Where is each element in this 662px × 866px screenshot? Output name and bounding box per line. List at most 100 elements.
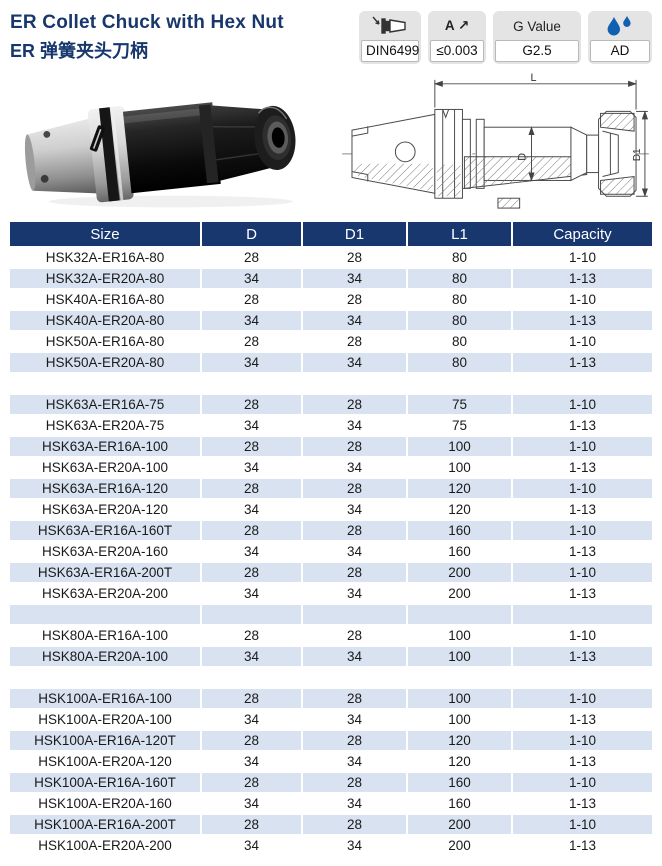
cell-d1: 34 [303,752,408,773]
cell-d1: 34 [303,836,408,857]
cell-size: HSK63A-ER16A-100 [10,437,202,458]
cell-size: HSK63A-ER16A-75 [10,395,202,416]
cell-d: 34 [202,836,303,857]
cell-l1: 100 [408,689,513,710]
cell-size: HSK63A-ER20A-120 [10,500,202,521]
cell-l1: 80 [408,248,513,269]
cell-capacity: 1-13 [513,269,652,290]
table-row: HSK100A-ER16A-200T 28 28 200 1-10 [10,815,652,836]
cell-capacity: 1-13 [513,710,652,731]
col-header-capacity: Capacity [513,222,652,248]
badge-din6499: DIN6499 [359,11,421,64]
cell-capacity: 1-13 [513,542,652,563]
table-row: HSK63A-ER20A-200 34 34 200 1-13 [10,584,652,605]
cell-size: HSK63A-ER16A-200T [10,563,202,584]
cell-capacity: 1-10 [513,332,652,353]
cell-d: 34 [202,353,303,374]
cell-d: 28 [202,626,303,647]
table-row: HSK63A-ER20A-160 34 34 160 1-13 [10,542,652,563]
cell-size: HSK100A-ER20A-160 [10,794,202,815]
cell-d: 28 [202,689,303,710]
cell-l1: 100 [408,710,513,731]
cell-d1: 34 [303,269,408,290]
cell-capacity: 1-13 [513,353,652,374]
cell-d: 34 [202,710,303,731]
product-photo [10,70,332,214]
cell-d1: 28 [303,689,408,710]
table-row: HSK63A-ER16A-160T 28 28 160 1-10 [10,521,652,542]
cell-d: 28 [202,521,303,542]
cell-size: HSK80A-ER20A-100 [10,647,202,668]
cell-d [202,605,303,626]
cell-capacity: 1-13 [513,458,652,479]
cell-capacity: 1-10 [513,689,652,710]
cell-l1: 80 [408,269,513,290]
cell-d1: 28 [303,290,408,311]
cell-d1: 28 [303,773,408,794]
cell-capacity: 1-13 [513,647,652,668]
coolant-droplets-icon [590,13,650,39]
cell-capacity [513,605,652,626]
cell-capacity [513,668,652,689]
cell-capacity: 1-10 [513,248,652,269]
cell-d1: 28 [303,395,408,416]
cell-d: 34 [202,647,303,668]
cell-capacity: 1-10 [513,773,652,794]
cell-capacity: 1-10 [513,521,652,542]
badge-runout-value: ≤0.003 [430,40,484,62]
spec-table: Size D D1 L1 Capacity HSK32A-ER16A-80 28… [10,222,652,857]
table-row: HSK50A-ER20A-80 34 34 80 1-13 [10,353,652,374]
cell-size: HSK40A-ER20A-80 [10,311,202,332]
dim-label-L: L [530,72,536,84]
cell-d1: 28 [303,479,408,500]
cell-l1 [408,605,513,626]
table-row: HSK100A-ER16A-120T 28 28 120 1-10 [10,731,652,752]
table-row: HSK63A-ER20A-100 34 34 100 1-13 [10,458,652,479]
cell-d1: 28 [303,815,408,836]
cell-d1: 34 [303,500,408,521]
cell-d1: 34 [303,311,408,332]
cell-d: 34 [202,542,303,563]
table-row: HSK32A-ER20A-80 34 34 80 1-13 [10,269,652,290]
cell-d1: 34 [303,794,408,815]
dim-label-D1: D1 [632,149,643,162]
cell-capacity: 1-13 [513,794,652,815]
cell-l1 [408,668,513,689]
cell-capacity: 1-10 [513,437,652,458]
table-row: HSK63A-ER20A-75 34 34 75 1-13 [10,416,652,437]
collet-chuck-icon [361,13,419,39]
table-row: HSK100A-ER20A-100 34 34 100 1-13 [10,710,652,731]
title-block: ER Collet Chuck with Hex Nut ER 弹簧夹头刀柄 [10,10,284,63]
badge-runout: A ↗ ≤0.003 [428,11,486,64]
cell-d: 28 [202,731,303,752]
cell-capacity: 1-13 [513,500,652,521]
cell-l1: 160 [408,542,513,563]
dim-label-D: D [517,153,529,161]
cell-capacity: 1-10 [513,479,652,500]
cell-l1: 160 [408,794,513,815]
cell-d: 34 [202,311,303,332]
table-row: HSK63A-ER16A-100 28 28 100 1-10 [10,437,652,458]
cell-d1: 28 [303,332,408,353]
cell-d: 28 [202,395,303,416]
cell-d: 34 [202,794,303,815]
badge-coolant-value: AD [590,40,650,62]
cell-l1: 100 [408,458,513,479]
table-header-row: Size D D1 L1 Capacity [10,222,652,248]
table-row: HSK100A-ER20A-160 34 34 160 1-13 [10,794,652,815]
cell-l1: 200 [408,836,513,857]
cell-d: 28 [202,815,303,836]
cell-d: 28 [202,479,303,500]
cell-d1 [303,605,408,626]
cell-d: 28 [202,563,303,584]
cell-d: 34 [202,458,303,479]
cell-l1: 160 [408,521,513,542]
table-row: HSK80A-ER20A-100 34 34 100 1-13 [10,647,652,668]
cell-d1: 34 [303,416,408,437]
table-row: HSK50A-ER16A-80 28 28 80 1-10 [10,332,652,353]
cell-d: 28 [202,437,303,458]
cell-size: HSK63A-ER20A-100 [10,458,202,479]
cell-size: HSK100A-ER16A-120T [10,731,202,752]
table-spacer-row [10,605,652,626]
cell-size: HSK100A-ER16A-200T [10,815,202,836]
